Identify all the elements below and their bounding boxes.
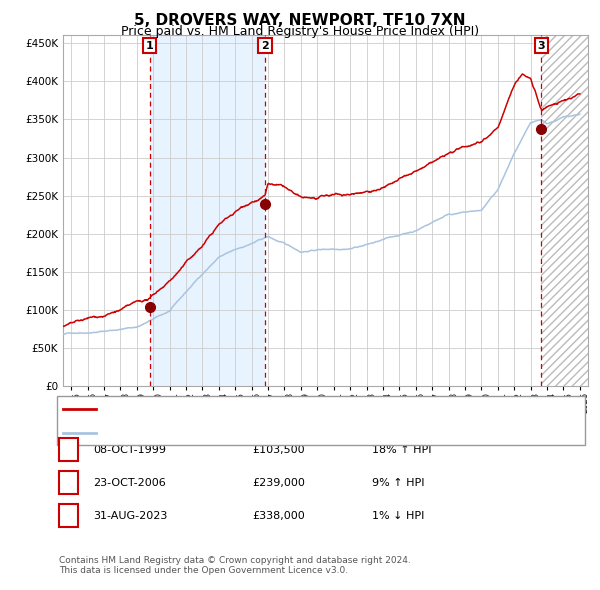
Text: £239,000: £239,000 bbox=[252, 478, 305, 487]
Text: 5, DROVERS WAY, NEWPORT, TF10 7XN (detached house): 5, DROVERS WAY, NEWPORT, TF10 7XN (detac… bbox=[102, 404, 401, 414]
Text: 1: 1 bbox=[65, 445, 72, 454]
Text: Price paid vs. HM Land Registry's House Price Index (HPI): Price paid vs. HM Land Registry's House … bbox=[121, 25, 479, 38]
Text: 31-AUG-2023: 31-AUG-2023 bbox=[93, 511, 167, 520]
Text: 1% ↓ HPI: 1% ↓ HPI bbox=[372, 511, 424, 520]
Text: 3: 3 bbox=[65, 511, 72, 520]
Bar bbox=[541, 35, 588, 386]
Text: 08-OCT-1999: 08-OCT-1999 bbox=[93, 445, 166, 454]
Text: 2: 2 bbox=[65, 478, 72, 487]
Text: 3: 3 bbox=[538, 41, 545, 51]
Text: 18% ↑ HPI: 18% ↑ HPI bbox=[372, 445, 431, 454]
Text: Contains HM Land Registry data © Crown copyright and database right 2024.
This d: Contains HM Land Registry data © Crown c… bbox=[59, 556, 410, 575]
Text: £338,000: £338,000 bbox=[252, 511, 305, 520]
Text: 5, DROVERS WAY, NEWPORT, TF10 7XN: 5, DROVERS WAY, NEWPORT, TF10 7XN bbox=[134, 13, 466, 28]
Text: 2: 2 bbox=[261, 41, 269, 51]
Text: £103,500: £103,500 bbox=[252, 445, 305, 454]
Text: 9% ↑ HPI: 9% ↑ HPI bbox=[372, 478, 425, 487]
Bar bbox=[150, 35, 265, 386]
Text: HPI: Average price, detached house, Telford and Wrekin: HPI: Average price, detached house, Telf… bbox=[102, 428, 392, 438]
Text: 23-OCT-2006: 23-OCT-2006 bbox=[93, 478, 166, 487]
Text: 1: 1 bbox=[146, 41, 154, 51]
